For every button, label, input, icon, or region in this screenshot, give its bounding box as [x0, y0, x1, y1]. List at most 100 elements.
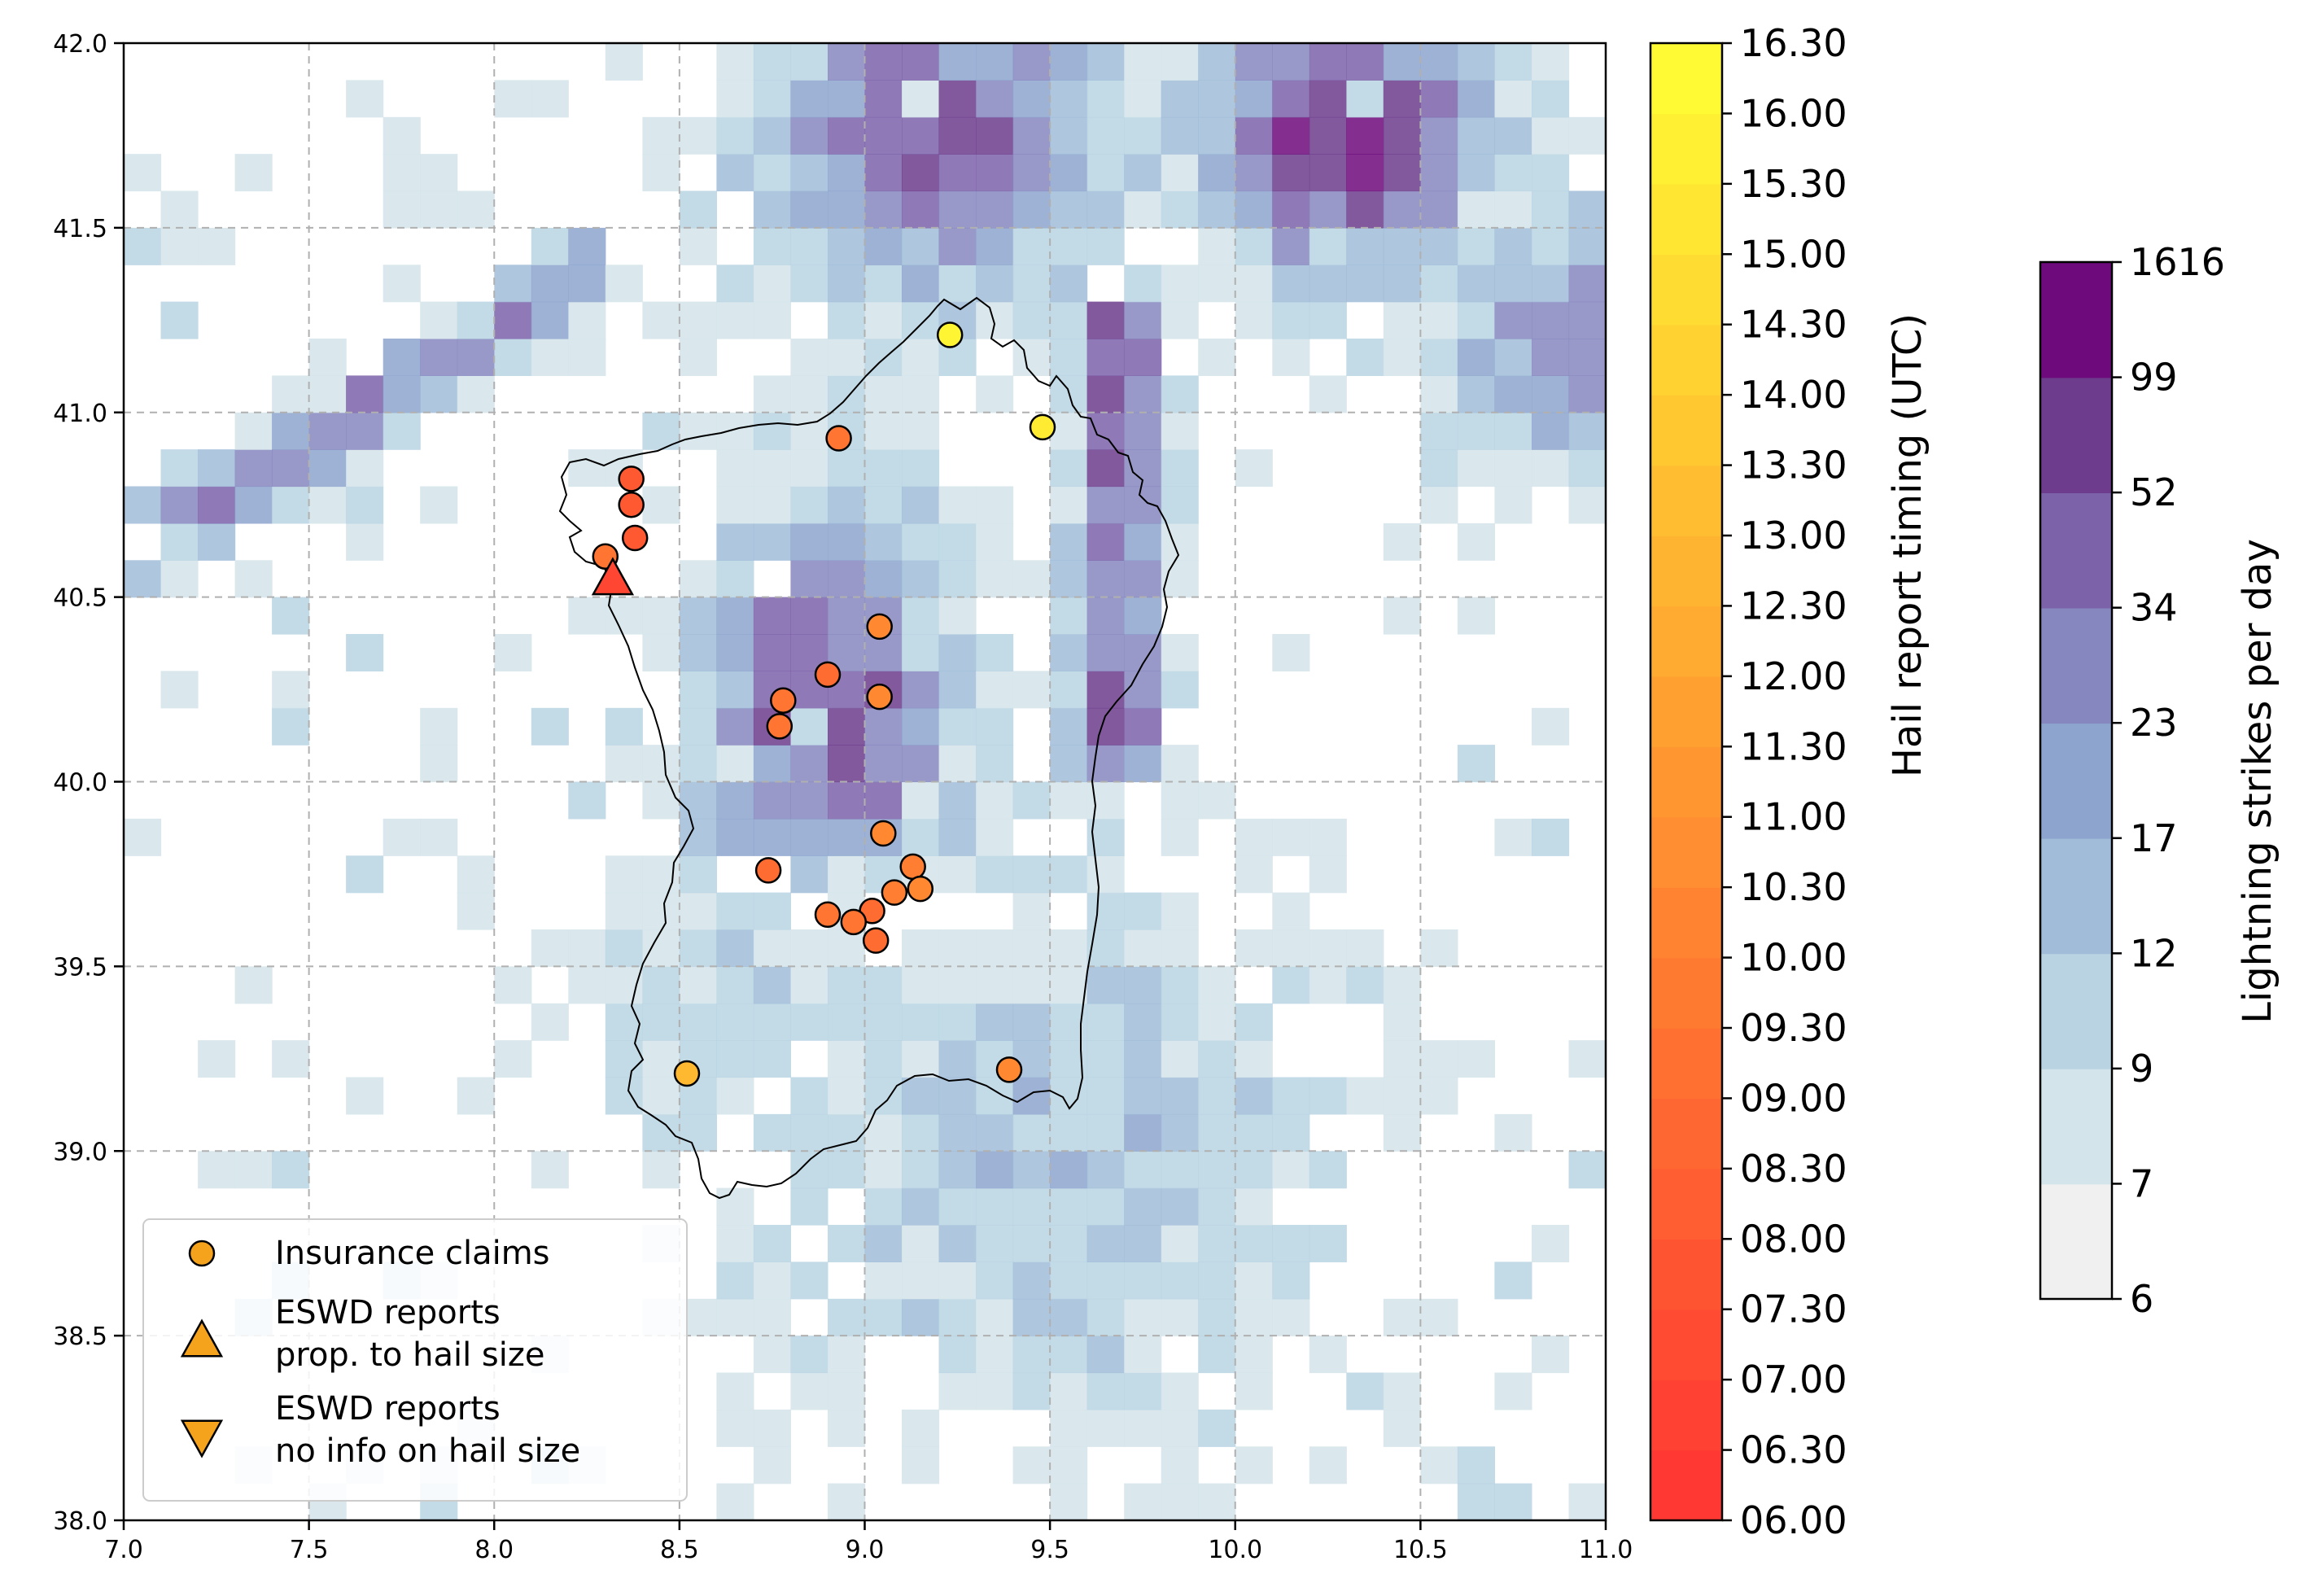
lightning-cell [1161, 80, 1199, 118]
lightning-cell [864, 523, 903, 561]
lightning-cell [642, 486, 680, 524]
lightning-cell [1494, 818, 1532, 856]
lightning-cell [1124, 1409, 1162, 1447]
insurance-claim-marker [621, 524, 649, 552]
lightning-cell [716, 560, 754, 598]
timing-colorbar-segment [1650, 1239, 1722, 1310]
lightning-cell [1383, 1298, 1421, 1336]
lightning-cell [790, 116, 828, 155]
x-tick-label: 7.5 [290, 1536, 329, 1564]
lightning-cell [1309, 80, 1347, 118]
lightning-cell [828, 1077, 866, 1115]
x-tick-label: 8.5 [660, 1536, 699, 1564]
lightning-cell [1494, 1261, 1532, 1300]
lightning-cell [1383, 1003, 1421, 1041]
timing-colorbar-tick-label: 06.00 [1740, 1498, 1847, 1542]
lightning-cell [828, 1409, 866, 1447]
lightning-cell [1050, 43, 1088, 81]
lightning-cell [531, 1151, 569, 1189]
lightning-cell [1012, 1113, 1051, 1152]
insurance-claim-marker [862, 927, 890, 954]
lightning-cell [383, 818, 421, 856]
lightning-cell [864, 1113, 903, 1152]
lightning-cell [716, 634, 754, 671]
lightning-cell [1124, 1372, 1162, 1410]
lightning-cell [753, 412, 791, 450]
lightning-cell [1086, 190, 1125, 229]
lightning-cell [160, 486, 199, 524]
lightning-colorbar-tick-label: 23 [2130, 701, 2178, 745]
lightning-cell [272, 486, 310, 524]
lightning-cell [1383, 1040, 1421, 1078]
lightning-cell [753, 116, 791, 155]
lightning-cell [679, 929, 717, 967]
hail-report-markers [591, 321, 1056, 1087]
lightning-cell [1494, 227, 1532, 265]
lightning-cell [753, 486, 791, 524]
lightning-cell [383, 116, 421, 155]
lightning-cell [976, 1336, 1014, 1374]
lightning-cell [346, 634, 384, 671]
lightning-cell [1161, 1483, 1199, 1521]
lightning-cell [902, 190, 940, 229]
lightning-cell [828, 966, 866, 1004]
lightning-cell [1383, 1409, 1421, 1447]
lightning-cell [976, 818, 1014, 856]
timing-colorbar-segment [1650, 887, 1722, 959]
lightning-cell [1420, 1040, 1458, 1078]
lightning-cell [234, 412, 273, 450]
lightning-cell [1235, 301, 1273, 339]
lightning-cell [1457, 80, 1495, 118]
lightning-cell [790, 707, 828, 746]
lightning-cell [828, 227, 866, 265]
lightning-cell [716, 265, 754, 303]
legend-box [142, 1218, 688, 1502]
lightning-cell [1198, 80, 1236, 118]
lightning-cell [790, 597, 828, 635]
lightning-cell [494, 339, 532, 376]
lightning-colorbar: 6 7 9 12 17 23 34 52 99 1616 Lightning strikes per… [2039, 240, 2280, 1321]
lightning-cell [790, 1261, 828, 1300]
lightning-cell [864, 1077, 903, 1115]
timing-colorbar-tick-label: 16.00 [1740, 91, 1847, 135]
lightning-cell [1457, 265, 1495, 303]
x-tick-label: 11.0 [1579, 1536, 1633, 1564]
lightning-cell [976, 116, 1014, 155]
lightning-cell [1272, 1298, 1310, 1336]
timing-colorbar-tick-label: 10.30 [1740, 865, 1847, 909]
lightning-cell [753, 1113, 791, 1152]
lightning-cell [1235, 43, 1273, 81]
lightning-cell [938, 1003, 977, 1041]
lightning-cell [1457, 43, 1495, 81]
lightning-cell [124, 154, 162, 192]
lightning-cell [1161, 116, 1199, 155]
lightning-cell [1086, 966, 1125, 1004]
lightning-cell [716, 43, 754, 81]
lightning-cell [160, 671, 199, 709]
lightning-cell [1161, 301, 1199, 339]
lightning-cell [383, 339, 421, 376]
lightning-cell [753, 1446, 791, 1484]
lightning-cell [679, 560, 717, 598]
lightning-cell [790, 190, 828, 229]
lightning-cell [828, 1003, 866, 1041]
lightning-cell [1532, 1225, 1570, 1262]
lightning-cell [828, 486, 866, 524]
lightning-cell [1494, 265, 1532, 303]
lightning-cell [420, 707, 458, 746]
lightning-cell [642, 634, 680, 671]
lightning-cell [1457, 449, 1495, 488]
lightning-cell [1272, 1225, 1310, 1262]
lightning-cell [160, 190, 199, 229]
lightning-cell [1124, 412, 1162, 450]
lightning-cell [1012, 1298, 1051, 1336]
lightning-cell [976, 855, 1014, 894]
lightning-cell [1086, 80, 1125, 118]
timing-colorbar-frame [1649, 42, 1724, 1522]
lightning-cell [828, 523, 866, 561]
x-tick-label: 10.5 [1393, 1536, 1448, 1564]
lightning-cell [568, 449, 606, 488]
legend-label: Insurance claims [275, 1235, 550, 1272]
lightning-cell [1309, 190, 1347, 229]
lightning-cell [1235, 818, 1273, 856]
